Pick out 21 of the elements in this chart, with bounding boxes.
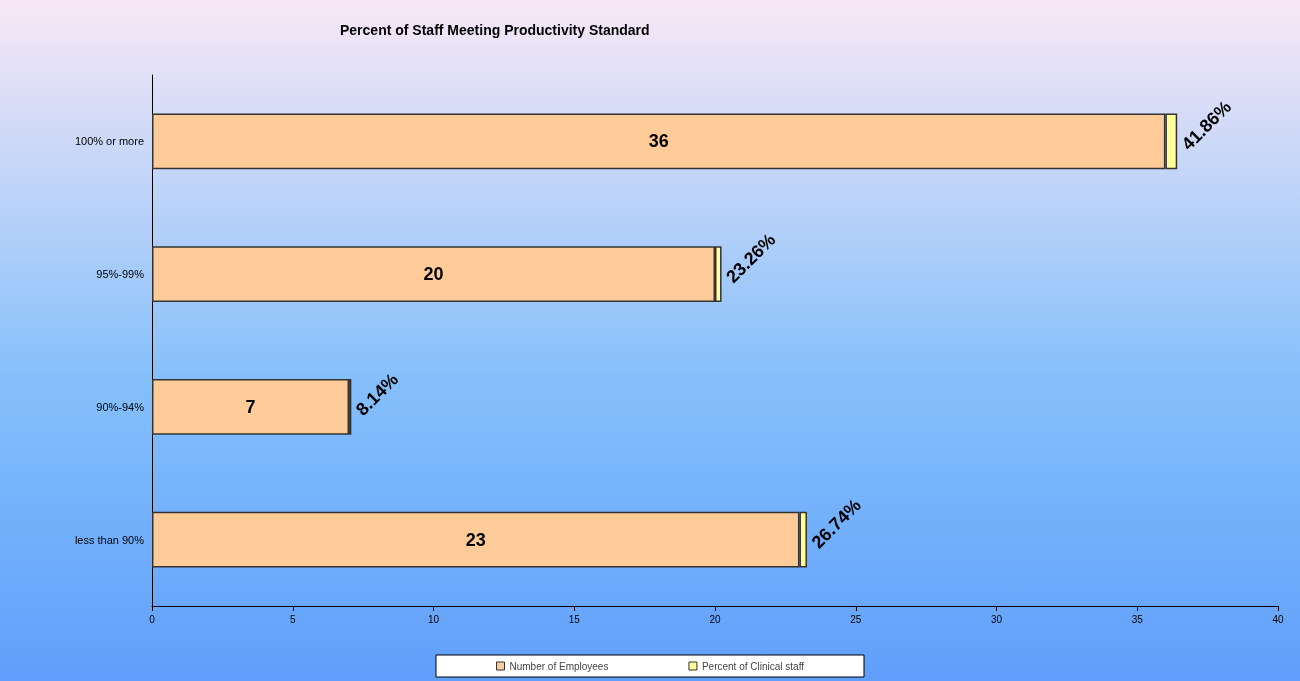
legend-label: Percent of Clinical staff	[701, 660, 805, 672]
x-tick-label: 40	[1272, 613, 1284, 625]
x-tick-label: 5	[289, 613, 296, 625]
x-tick-label: 10	[427, 613, 440, 625]
y-tick-label: 95%-99%	[96, 268, 145, 281]
y-tick-label: less than 90%	[74, 533, 145, 546]
legend-label: Number of Employees	[509, 660, 609, 672]
y-tick-label: 90%-94%	[96, 400, 145, 413]
data-label: 36	[648, 131, 669, 152]
x-tick-label: 25	[850, 613, 862, 625]
data-label: 20	[423, 264, 444, 285]
data-label: 23	[465, 529, 486, 550]
x-tick-label: 20	[709, 613, 721, 625]
bar	[152, 379, 350, 435]
x-tick-label: 35	[1131, 613, 1144, 625]
chart-title: Percent of Staff Meeting Productivity Standard	[340, 22, 650, 38]
x-tick-label: 30	[990, 613, 1003, 625]
x-tick-label: 0	[149, 613, 156, 625]
x-tick-label: 15	[568, 613, 581, 625]
data-label: 7	[245, 396, 256, 417]
y-tick-label: 100% or more	[74, 135, 144, 148]
